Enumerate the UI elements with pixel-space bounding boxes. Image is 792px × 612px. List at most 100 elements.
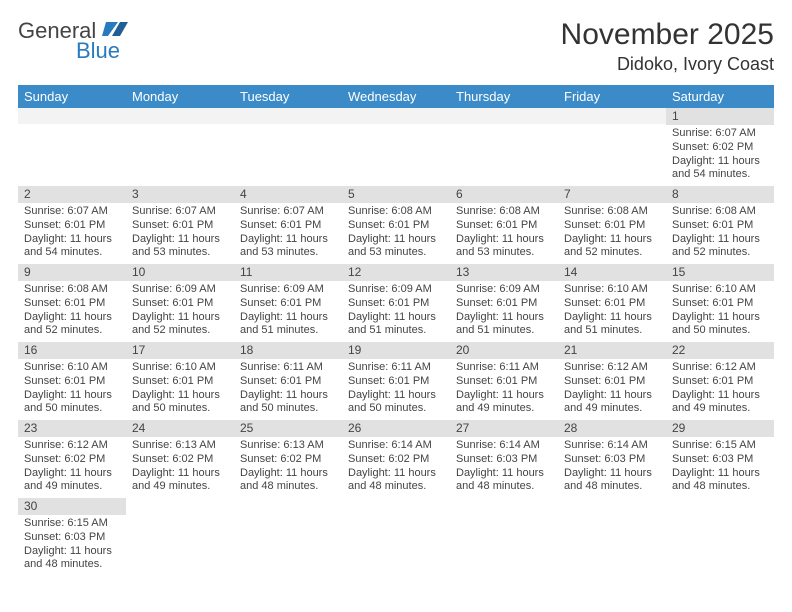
- weekday-header: Thursday: [450, 85, 558, 108]
- day-number: 17: [126, 342, 234, 359]
- week-row: 9Sunrise: 6:08 AMSunset: 6:01 PMDaylight…: [18, 264, 774, 342]
- sunrise-text: Sunrise: 6:10 AM: [564, 283, 660, 297]
- day-body: Sunrise: 6:15 AMSunset: 6:03 PMDaylight:…: [18, 515, 126, 576]
- daylight-text: Daylight: 11 hours and 52 minutes.: [24, 311, 120, 339]
- day-cell: 25Sunrise: 6:13 AMSunset: 6:02 PMDayligh…: [234, 420, 342, 498]
- daylight-text: Daylight: 11 hours and 48 minutes.: [24, 545, 120, 573]
- daylight-text: Daylight: 11 hours and 51 minutes.: [564, 311, 660, 339]
- sunset-text: Sunset: 6:03 PM: [672, 453, 768, 467]
- daylight-text: Daylight: 11 hours and 52 minutes.: [564, 233, 660, 261]
- daylight-text: Daylight: 11 hours and 48 minutes.: [564, 467, 660, 495]
- sunrise-text: Sunrise: 6:09 AM: [348, 283, 444, 297]
- day-body: Sunrise: 6:10 AMSunset: 6:01 PMDaylight:…: [558, 281, 666, 342]
- sunrise-text: Sunrise: 6:12 AM: [564, 361, 660, 375]
- day-body: Sunrise: 6:11 AMSunset: 6:01 PMDaylight:…: [234, 359, 342, 420]
- day-cell: 10Sunrise: 6:09 AMSunset: 6:01 PMDayligh…: [126, 264, 234, 342]
- day-cell: 14Sunrise: 6:10 AMSunset: 6:01 PMDayligh…: [558, 264, 666, 342]
- weekday-header: Wednesday: [342, 85, 450, 108]
- sunset-text: Sunset: 6:01 PM: [348, 219, 444, 233]
- day-number: 20: [450, 342, 558, 359]
- sunrise-text: Sunrise: 6:09 AM: [240, 283, 336, 297]
- daylight-text: Daylight: 11 hours and 53 minutes.: [240, 233, 336, 261]
- day-number: 7: [558, 186, 666, 203]
- day-number: 22: [666, 342, 774, 359]
- day-number: 4: [234, 186, 342, 203]
- location: Didoko, Ivory Coast: [561, 54, 774, 75]
- day-cell: 8Sunrise: 6:08 AMSunset: 6:01 PMDaylight…: [666, 186, 774, 264]
- day-body: Sunrise: 6:07 AMSunset: 6:01 PMDaylight:…: [126, 203, 234, 264]
- day-number: 13: [450, 264, 558, 281]
- day-number: 3: [126, 186, 234, 203]
- day-number: 18: [234, 342, 342, 359]
- daylight-text: Daylight: 11 hours and 49 minutes.: [456, 389, 552, 417]
- day-number: 19: [342, 342, 450, 359]
- sunrise-text: Sunrise: 6:08 AM: [672, 205, 768, 219]
- week-row: 16Sunrise: 6:10 AMSunset: 6:01 PMDayligh…: [18, 342, 774, 420]
- sunset-text: Sunset: 6:01 PM: [240, 375, 336, 389]
- daylight-text: Daylight: 11 hours and 51 minutes.: [348, 311, 444, 339]
- daylight-text: Daylight: 11 hours and 50 minutes.: [132, 389, 228, 417]
- day-body: Sunrise: 6:07 AMSunset: 6:02 PMDaylight:…: [666, 125, 774, 186]
- day-cell: [558, 498, 666, 576]
- day-number: 15: [666, 264, 774, 281]
- sunrise-text: Sunrise: 6:12 AM: [672, 361, 768, 375]
- sunset-text: Sunset: 6:02 PM: [348, 453, 444, 467]
- daylight-text: Daylight: 11 hours and 49 minutes.: [672, 389, 768, 417]
- day-body: Sunrise: 6:09 AMSunset: 6:01 PMDaylight:…: [234, 281, 342, 342]
- month-title: November 2025: [561, 18, 774, 52]
- day-cell: 7Sunrise: 6:08 AMSunset: 6:01 PMDaylight…: [558, 186, 666, 264]
- header-block: General November 2025 Didoko, Ivory Coas…: [18, 18, 774, 75]
- day-body: Sunrise: 6:07 AMSunset: 6:01 PMDaylight:…: [18, 203, 126, 264]
- sunrise-text: Sunrise: 6:10 AM: [132, 361, 228, 375]
- sunset-text: Sunset: 6:01 PM: [456, 375, 552, 389]
- daylight-text: Daylight: 11 hours and 49 minutes.: [24, 467, 120, 495]
- day-cell: 29Sunrise: 6:15 AMSunset: 6:03 PMDayligh…: [666, 420, 774, 498]
- sunset-text: Sunset: 6:01 PM: [132, 219, 228, 233]
- daylight-text: Daylight: 11 hours and 50 minutes.: [240, 389, 336, 417]
- logo-text-blue: Blue: [76, 38, 120, 64]
- day-body: Sunrise: 6:07 AMSunset: 6:01 PMDaylight:…: [234, 203, 342, 264]
- day-body: Sunrise: 6:08 AMSunset: 6:01 PMDaylight:…: [18, 281, 126, 342]
- sunrise-text: Sunrise: 6:14 AM: [456, 439, 552, 453]
- weekday-header-row: Sunday Monday Tuesday Wednesday Thursday…: [18, 85, 774, 108]
- day-number: 16: [18, 342, 126, 359]
- sunset-text: Sunset: 6:01 PM: [672, 219, 768, 233]
- day-body: Sunrise: 6:14 AMSunset: 6:03 PMDaylight:…: [558, 437, 666, 498]
- day-body: Sunrise: 6:14 AMSunset: 6:03 PMDaylight:…: [450, 437, 558, 498]
- day-number: 9: [18, 264, 126, 281]
- sunset-text: Sunset: 6:01 PM: [564, 375, 660, 389]
- day-number: 25: [234, 420, 342, 437]
- sunrise-text: Sunrise: 6:07 AM: [672, 127, 768, 141]
- day-body: Sunrise: 6:08 AMSunset: 6:01 PMDaylight:…: [666, 203, 774, 264]
- day-body: Sunrise: 6:09 AMSunset: 6:01 PMDaylight:…: [450, 281, 558, 342]
- day-cell: [558, 108, 666, 186]
- daylight-text: Daylight: 11 hours and 48 minutes.: [348, 467, 444, 495]
- sunset-text: Sunset: 6:03 PM: [564, 453, 660, 467]
- day-body: Sunrise: 6:09 AMSunset: 6:01 PMDaylight:…: [342, 281, 450, 342]
- day-number: 2: [18, 186, 126, 203]
- day-cell: [234, 498, 342, 576]
- sunrise-text: Sunrise: 6:07 AM: [240, 205, 336, 219]
- day-body: Sunrise: 6:10 AMSunset: 6:01 PMDaylight:…: [18, 359, 126, 420]
- day-cell: 24Sunrise: 6:13 AMSunset: 6:02 PMDayligh…: [126, 420, 234, 498]
- week-row: 1Sunrise: 6:07 AMSunset: 6:02 PMDaylight…: [18, 108, 774, 186]
- sunrise-text: Sunrise: 6:08 AM: [24, 283, 120, 297]
- daylight-text: Daylight: 11 hours and 54 minutes.: [24, 233, 120, 261]
- sunset-text: Sunset: 6:01 PM: [456, 297, 552, 311]
- week-row: 30Sunrise: 6:15 AMSunset: 6:03 PMDayligh…: [18, 498, 774, 576]
- day-number: 10: [126, 264, 234, 281]
- daylight-text: Daylight: 11 hours and 52 minutes.: [672, 233, 768, 261]
- weekday-header: Sunday: [18, 85, 126, 108]
- sunset-text: Sunset: 6:01 PM: [348, 297, 444, 311]
- sunrise-text: Sunrise: 6:09 AM: [132, 283, 228, 297]
- day-number: 24: [126, 420, 234, 437]
- day-cell: 19Sunrise: 6:11 AMSunset: 6:01 PMDayligh…: [342, 342, 450, 420]
- day-cell: [126, 498, 234, 576]
- sunset-text: Sunset: 6:03 PM: [456, 453, 552, 467]
- sunrise-text: Sunrise: 6:13 AM: [132, 439, 228, 453]
- day-cell: [450, 108, 558, 186]
- day-body: Sunrise: 6:08 AMSunset: 6:01 PMDaylight:…: [558, 203, 666, 264]
- day-cell: 21Sunrise: 6:12 AMSunset: 6:01 PMDayligh…: [558, 342, 666, 420]
- sunset-text: Sunset: 6:01 PM: [564, 219, 660, 233]
- day-body: Sunrise: 6:09 AMSunset: 6:01 PMDaylight:…: [126, 281, 234, 342]
